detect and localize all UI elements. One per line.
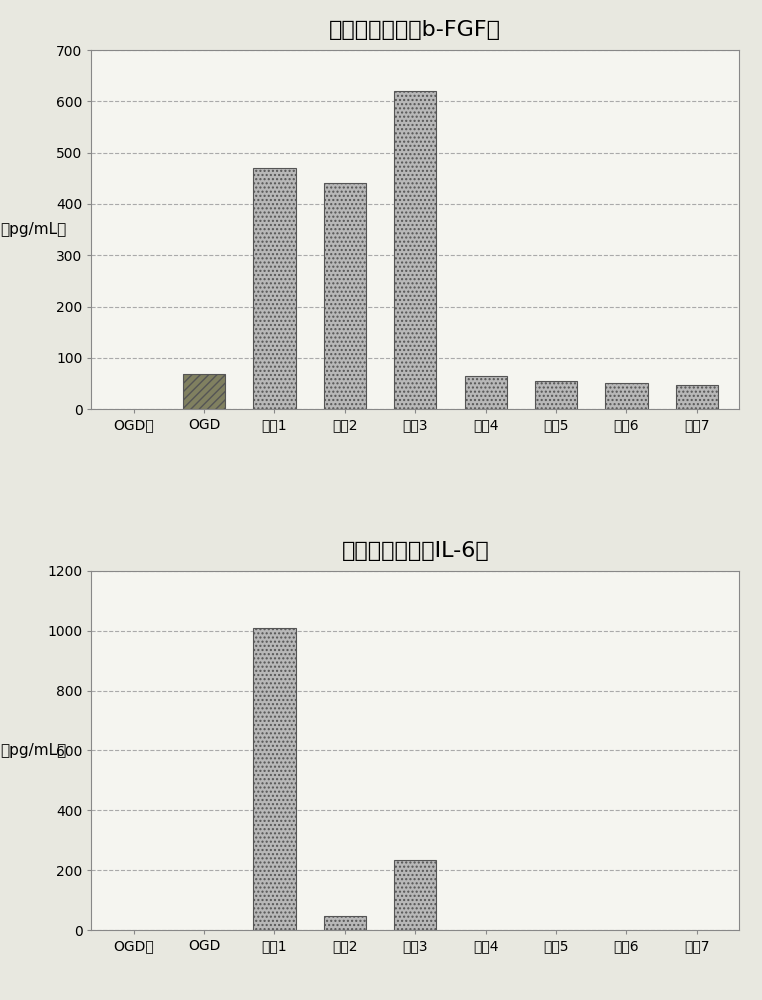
Bar (183, 374, 226, 409)
Title: 细胞因子释放（IL-6）: 细胞因子释放（IL-6） (341, 541, 489, 561)
Bar (253, 628, 296, 930)
Y-axis label: （pg/mL）: （pg/mL） (0, 743, 66, 758)
Bar (324, 183, 366, 409)
Bar (394, 860, 437, 930)
Bar (676, 385, 718, 409)
Bar (465, 376, 507, 409)
Bar (253, 168, 296, 409)
Bar (535, 381, 578, 409)
Bar (324, 916, 366, 930)
Title: 细胞因子释放（b-FGF）: 细胞因子释放（b-FGF） (329, 20, 501, 40)
Bar (394, 91, 437, 409)
Bar (605, 383, 648, 409)
Y-axis label: （pg/mL）: （pg/mL） (0, 222, 66, 237)
